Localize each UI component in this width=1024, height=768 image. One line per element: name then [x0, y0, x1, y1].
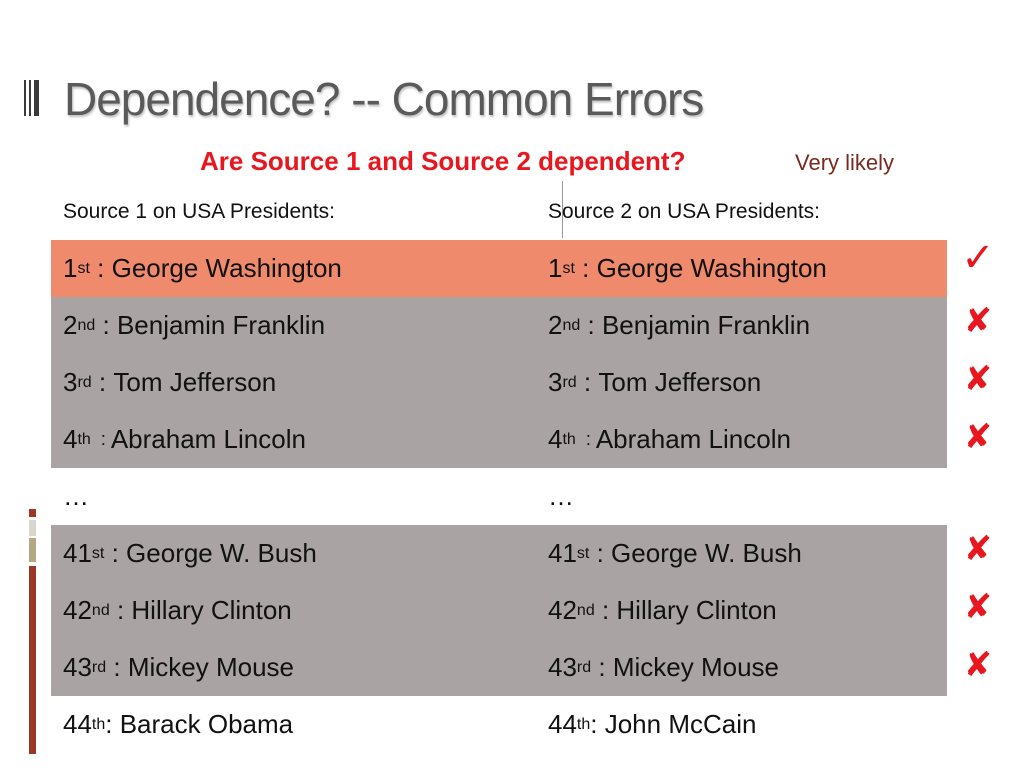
- president-name: George Washington: [111, 253, 342, 283]
- ordinal-number: 42: [548, 595, 577, 625]
- presidents-table: Source 1 on USA Presidents: Source 2 on …: [51, 181, 947, 753]
- answer-text: Very likely: [795, 150, 895, 175]
- ordinal-number: 43: [63, 652, 92, 682]
- president-name: John McCain: [604, 709, 757, 739]
- column-divider-top: [562, 181, 563, 238]
- president-name: Hillary Clinton: [616, 595, 777, 625]
- separator: :: [105, 709, 120, 739]
- ordinal-number: 2: [63, 310, 78, 340]
- president-name: Barack Obama: [119, 709, 294, 739]
- separator: :: [575, 429, 596, 449]
- ordinal-number: 41: [63, 538, 92, 568]
- separator: :: [594, 595, 617, 625]
- president-name: Benjamin Franklin: [116, 310, 326, 340]
- ordinal-number: 43: [548, 652, 577, 682]
- ordinal-number: 44: [63, 709, 92, 739]
- ordinal-number: 42: [63, 595, 92, 625]
- cross-mark-icon: ✘: [963, 646, 993, 684]
- president-name: Tom Jefferson: [598, 367, 762, 397]
- separator: :: [590, 709, 605, 739]
- separator: :: [95, 310, 117, 340]
- ordinal-number: 44: [548, 709, 577, 739]
- president-name: Tom Jefferson: [113, 367, 277, 397]
- ordinal-number: 1: [63, 253, 78, 283]
- check-mark-icon: ✓: [961, 236, 995, 280]
- ordinal-number: 4: [63, 424, 78, 454]
- separator: :: [591, 652, 613, 682]
- separator: :: [91, 367, 114, 397]
- side-accent-bar: [29, 509, 36, 517]
- separator: :: [580, 310, 602, 340]
- separator: :: [90, 429, 111, 449]
- title-bar: [24, 80, 26, 116]
- side-accent-bar: [29, 520, 36, 536]
- side-accent-bar: [29, 538, 36, 562]
- ordinal-number: 3: [63, 367, 78, 397]
- president-name: George W. Bush: [126, 538, 317, 568]
- separator: :: [576, 367, 599, 397]
- president-name: Mickey Mouse: [127, 652, 294, 682]
- president-name: George Washington: [596, 253, 827, 283]
- table-header-row: Source 1 on USA Presidents: Source 2 on …: [51, 183, 947, 240]
- president-name: George W. Bush: [611, 538, 802, 568]
- separator: :: [109, 595, 132, 625]
- source1-ellipsis: …: [63, 481, 89, 511]
- title-bar: [34, 80, 39, 116]
- title-bar: [29, 80, 31, 116]
- separator: :: [574, 253, 597, 283]
- question-text: Are Source 1 and Source 2 dependent?: [200, 146, 686, 176]
- cross-mark-icon: ✘: [963, 588, 993, 626]
- source2-header: Source 2 on USA Presidents:: [548, 199, 820, 223]
- president-name: Mickey Mouse: [612, 652, 779, 682]
- cross-mark-icon: ✘: [963, 530, 993, 568]
- separator: :: [89, 253, 112, 283]
- table-row-ellipsis: … …: [51, 468, 947, 525]
- president-name: Abraham Lincoln: [110, 424, 306, 454]
- source1-header: Source 1 on USA Presidents:: [63, 199, 335, 223]
- cross-mark-icon: ✘: [963, 360, 993, 398]
- ordinal-number: 4: [548, 424, 563, 454]
- title-bars-decoration: [24, 80, 39, 116]
- ordinal-number: 41: [548, 538, 577, 568]
- separator: :: [104, 538, 127, 568]
- source2-ellipsis: …: [548, 481, 574, 511]
- separator: :: [106, 652, 128, 682]
- ordinal-number: 2: [548, 310, 563, 340]
- president-name: Benjamin Franklin: [601, 310, 811, 340]
- president-name: Hillary Clinton: [131, 595, 292, 625]
- cross-mark-icon: ✘: [963, 302, 993, 340]
- separator: :: [589, 538, 612, 568]
- cross-mark-icon: ✘: [963, 418, 993, 456]
- ordinal-number: 3: [548, 367, 563, 397]
- ordinal-number: 1: [548, 253, 563, 283]
- side-accent-bar: [29, 566, 36, 754]
- president-name: Abraham Lincoln: [595, 424, 791, 454]
- slide-title: Dependence? -- Common Errors: [64, 73, 704, 125]
